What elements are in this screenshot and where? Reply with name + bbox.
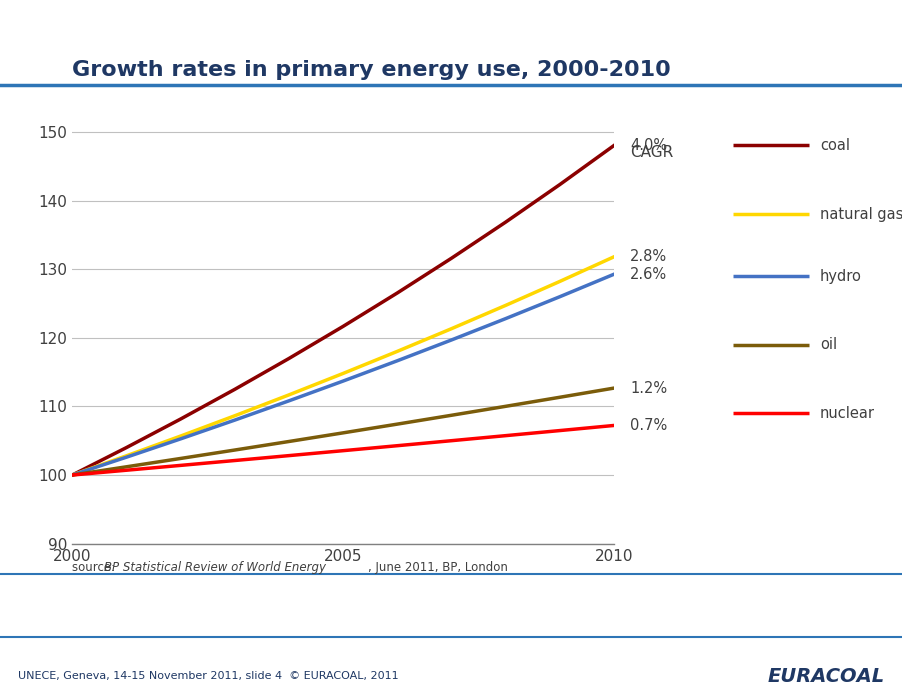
Text: BP Statistical Review of World Energy: BP Statistical Review of World Energy	[104, 561, 326, 574]
Text: coal: coal	[819, 138, 849, 153]
Text: 2.8%: 2.8%	[630, 250, 667, 264]
Text: CAGR: CAGR	[630, 145, 673, 160]
Text: 4.0%: 4.0%	[630, 138, 667, 153]
Text: Absolute world coal demand is growing faster than any other energy source.: Absolute world coal demand is growing fa…	[91, 595, 811, 614]
Text: nuclear: nuclear	[819, 406, 874, 421]
Text: source:: source:	[72, 561, 119, 574]
Text: hydro: hydro	[819, 268, 861, 284]
Text: EURACOAL: EURACOAL	[767, 666, 884, 686]
Text: 2.6%: 2.6%	[630, 267, 667, 282]
Text: , June 2011, BP, London: , June 2011, BP, London	[368, 561, 508, 574]
Text: 1.2%: 1.2%	[630, 381, 667, 396]
Text: oil: oil	[819, 337, 836, 352]
Text: UNECE, Geneva, 14-15 November 2011, slide 4  © EURACOAL, 2011: UNECE, Geneva, 14-15 November 2011, slid…	[18, 671, 399, 681]
Text: natural gas: natural gas	[819, 207, 902, 222]
Text: Growth rates in primary energy use, 2000-2010: Growth rates in primary energy use, 2000…	[72, 60, 670, 80]
Text: 0.7%: 0.7%	[630, 418, 667, 433]
